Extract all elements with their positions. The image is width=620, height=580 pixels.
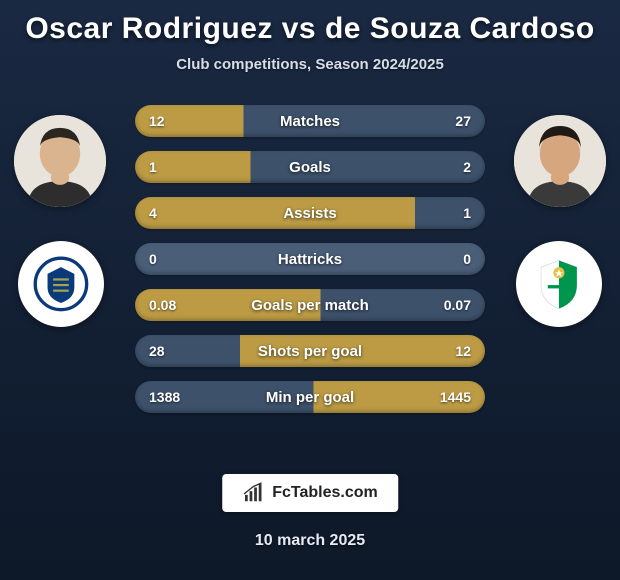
branding-badge: FcTables.com bbox=[222, 474, 398, 512]
stats-list: 12Matches27 1Goals2 4Assists1 0Hattricks0 0.… bbox=[135, 105, 485, 413]
stat-row: 1388Min per goal1445 bbox=[135, 381, 485, 413]
shield-icon bbox=[531, 256, 587, 312]
stat-row: 0.08Goals per match0.07 bbox=[135, 289, 485, 321]
branding-label: FcTables.com bbox=[272, 484, 378, 502]
stat-value-right: 0 bbox=[427, 251, 471, 267]
player-left-avatar bbox=[14, 115, 106, 207]
stat-value-left: 1 bbox=[149, 159, 193, 175]
stat-value-left: 1388 bbox=[149, 389, 193, 405]
shield-icon bbox=[33, 256, 89, 312]
stat-value-right: 1445 bbox=[427, 389, 471, 405]
stat-value-right: 12 bbox=[427, 343, 471, 359]
subtitle: Club competitions, Season 2024/2025 bbox=[176, 56, 444, 73]
stat-value-left: 0 bbox=[149, 251, 193, 267]
club-left-badge bbox=[18, 241, 104, 327]
stat-value-right: 27 bbox=[427, 113, 471, 129]
main-area: 12Matches27 1Goals2 4Assists1 0Hattricks0 0.… bbox=[0, 101, 620, 580]
stat-value-left: 28 bbox=[149, 343, 193, 359]
stat-value-right: 0.07 bbox=[427, 297, 471, 313]
stat-row: 28Shots per goal12 bbox=[135, 335, 485, 367]
page-title: Oscar Rodriguez vs de Souza Cardoso bbox=[25, 12, 594, 46]
chart-icon bbox=[242, 482, 264, 504]
person-icon bbox=[14, 115, 106, 207]
stat-row: 0Hattricks0 bbox=[135, 243, 485, 275]
stat-row: 12Matches27 bbox=[135, 105, 485, 137]
stat-value-left: 12 bbox=[149, 113, 193, 129]
stat-value-right: 1 bbox=[427, 205, 471, 221]
player-right-avatar bbox=[514, 115, 606, 207]
stat-value-left: 0.08 bbox=[149, 297, 193, 313]
club-right-badge bbox=[516, 241, 602, 327]
date-label: 10 march 2025 bbox=[0, 532, 620, 550]
stat-row: 4Assists1 bbox=[135, 197, 485, 229]
stat-row: 1Goals2 bbox=[135, 151, 485, 183]
person-icon bbox=[514, 115, 606, 207]
comparison-card: Oscar Rodriguez vs de Souza Cardoso Club… bbox=[0, 0, 620, 580]
stat-value-right: 2 bbox=[427, 159, 471, 175]
stat-value-left: 4 bbox=[149, 205, 193, 221]
